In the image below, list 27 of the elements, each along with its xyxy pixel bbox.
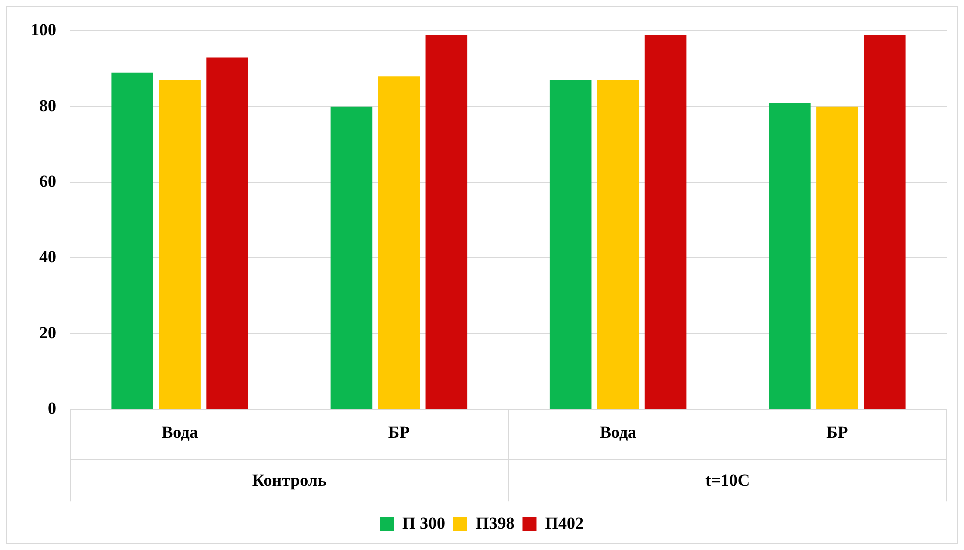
- bar: [816, 106, 858, 410]
- y-tick-label: 40: [40, 248, 56, 267]
- y-tick-label: 80: [40, 96, 56, 116]
- legend-label: П 300: [402, 514, 446, 533]
- bar: [644, 34, 687, 410]
- y-tick-label: 0: [48, 398, 56, 418]
- bar: [159, 80, 201, 410]
- y-tick-label: 60: [40, 172, 56, 191]
- bar: [550, 80, 592, 410]
- bar: [330, 106, 373, 410]
- x-tick-label: Вода: [162, 423, 199, 442]
- bar: [769, 103, 811, 410]
- bar: [426, 34, 468, 410]
- x-tick-label: БР: [388, 423, 410, 442]
- legend-label: П402: [545, 514, 584, 533]
- text: t=10C: [706, 470, 750, 490]
- bar: [864, 34, 906, 410]
- bar: [206, 58, 248, 410]
- bar: [112, 72, 154, 410]
- y-tick-label: 20: [40, 323, 56, 342]
- x-tick-label: БР: [826, 423, 848, 442]
- legend-label: П398: [476, 514, 515, 533]
- bar: [378, 76, 420, 410]
- bar: [597, 80, 640, 410]
- y-tick-label: 100: [31, 20, 56, 40]
- x-tick-label: Вода: [600, 423, 638, 442]
- text: Контроль: [252, 470, 327, 490]
